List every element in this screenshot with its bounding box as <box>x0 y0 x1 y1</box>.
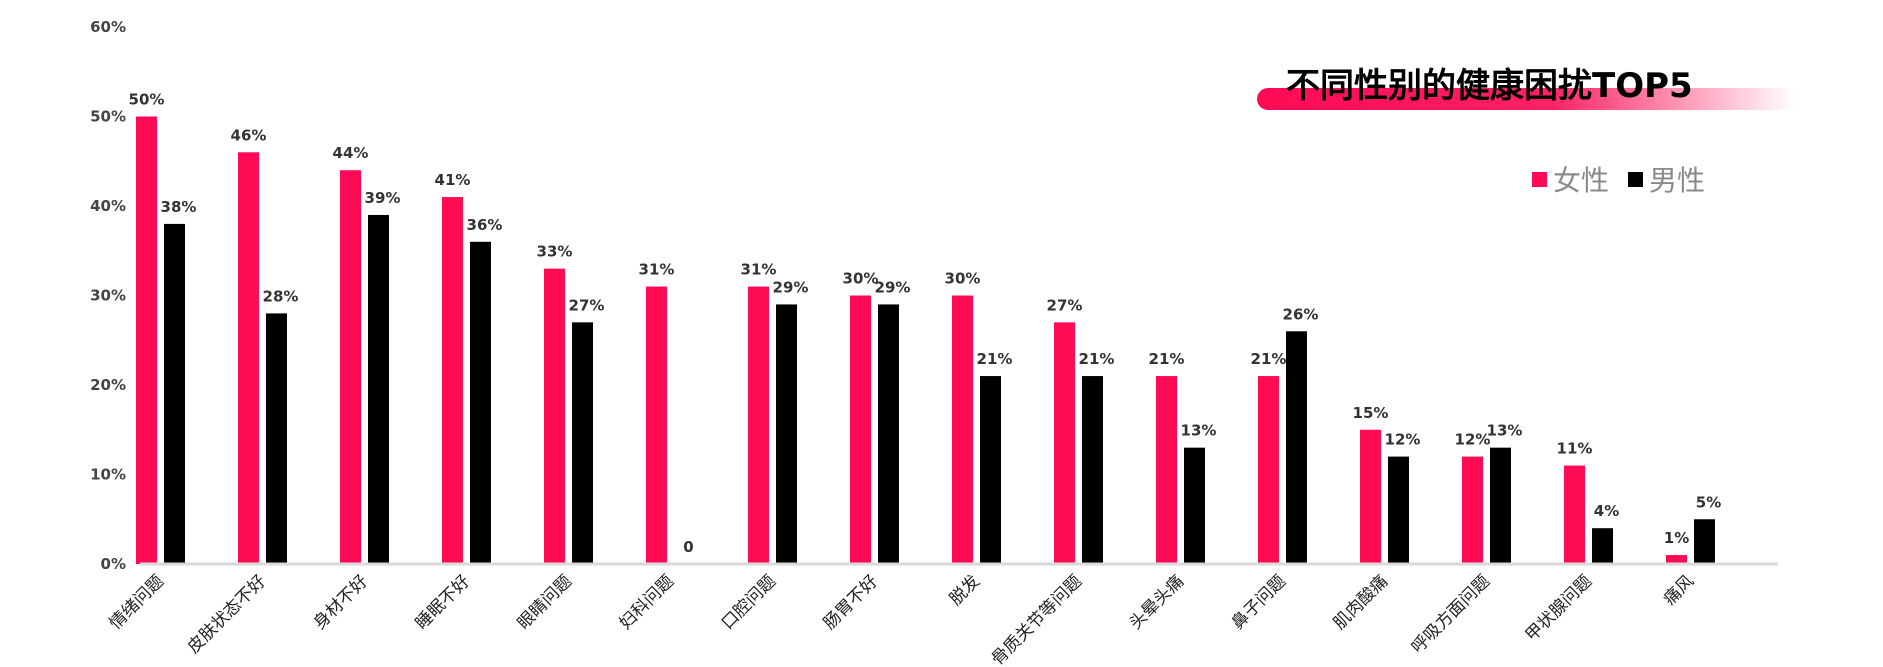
bar-male <box>776 304 797 564</box>
bar-value-label: 1% <box>1664 529 1689 547</box>
x-category-label: 鼻子问题 <box>1228 571 1290 633</box>
bar-value-label: 41% <box>435 171 471 189</box>
y-tick-label: 60% <box>90 18 126 36</box>
bar-female <box>1360 429 1381 564</box>
bar-value-label: 13% <box>1487 422 1523 440</box>
bar-value-label: 13% <box>1181 422 1217 440</box>
bar-value-label: 21% <box>977 350 1013 368</box>
bar-female <box>1462 456 1483 564</box>
y-tick-label: 40% <box>90 197 126 215</box>
bar-male <box>1694 519 1715 564</box>
bars-group <box>136 116 1715 565</box>
x-category-label: 皮肤状态不好 <box>184 571 270 657</box>
x-category-label: 骨质关节等问题 <box>988 571 1086 667</box>
y-tick-label: 0% <box>101 555 126 573</box>
bar-male <box>1082 376 1103 564</box>
bar-value-label: 28% <box>263 287 299 305</box>
title-highlight-bar <box>1257 88 1795 110</box>
bar-male <box>1490 447 1511 564</box>
y-tick-label: 30% <box>90 287 126 305</box>
bar-value-label: 39% <box>365 189 401 207</box>
x-category-label: 肠胃不好 <box>820 571 882 633</box>
bar-value-label: 5% <box>1696 493 1721 511</box>
bar-value-label: 15% <box>1353 404 1389 422</box>
bar-male <box>368 214 389 564</box>
bar-value-label: 29% <box>773 278 809 296</box>
value-labels-group: 50%38%46%28%44%39%41%36%33%27%31%031%29%… <box>129 91 1722 557</box>
bar-value-label: 27% <box>1047 296 1083 314</box>
bar-value-label: 21% <box>1251 350 1287 368</box>
bar-value-label: 11% <box>1557 440 1593 458</box>
y-tick-label: 50% <box>90 108 126 126</box>
bar-male <box>1388 456 1409 564</box>
bar-value-label: 38% <box>161 198 197 216</box>
bar-value-label: 0 <box>683 538 693 556</box>
x-category-label: 眼睛问题 <box>514 571 576 633</box>
x-category-label: 妇科问题 <box>616 571 678 633</box>
bar-female <box>442 197 463 565</box>
bar-male <box>1184 447 1205 564</box>
bar-value-label: 27% <box>569 296 605 314</box>
bar-value-label: 31% <box>741 261 777 279</box>
bar-male <box>980 376 1001 564</box>
legend-swatch-male <box>1628 172 1643 187</box>
bar-value-label: 12% <box>1385 431 1421 449</box>
bar-female <box>850 295 871 564</box>
bar-female <box>646 286 667 564</box>
bar-female <box>544 268 565 564</box>
bar-value-label: 46% <box>231 126 267 144</box>
bar-female <box>748 286 769 564</box>
x-category-label: 痛风 <box>1660 571 1698 609</box>
bar-male <box>878 304 899 564</box>
bar-value-label: 33% <box>537 243 573 261</box>
bar-value-label: 4% <box>1594 502 1619 520</box>
x-category-label: 肌肉酸痛 <box>1330 571 1392 633</box>
x-category-label: 头晕头痛 <box>1126 571 1188 633</box>
x-category-label: 脱发 <box>946 571 984 609</box>
bar-value-label: 21% <box>1149 350 1185 368</box>
bar-female <box>1666 555 1687 564</box>
bar-value-label: 50% <box>129 91 165 109</box>
chart-title-group: 不同性别的健康困扰TOP5 <box>1257 66 1795 110</box>
bar-value-label: 31% <box>639 261 675 279</box>
y-axis: 0% 10% 20% 30% 40% 50% 60% <box>90 18 126 573</box>
x-category-label: 口腔问题 <box>718 571 780 633</box>
legend-label-male: 男性 <box>1649 164 1705 197</box>
bar-male <box>164 223 185 564</box>
bar-female <box>1258 376 1279 564</box>
bar-value-label: 36% <box>467 216 503 234</box>
bar-female <box>238 152 259 565</box>
y-tick-label: 20% <box>90 376 126 394</box>
bar-value-label: 29% <box>875 278 911 296</box>
bar-female <box>1564 465 1585 564</box>
bar-female <box>1156 376 1177 564</box>
bar-male <box>1286 331 1307 564</box>
bar-female <box>136 116 157 564</box>
x-category-label: 睡眠不好 <box>412 571 474 633</box>
bar-male <box>470 241 491 565</box>
x-category-label: 甲状腺问题 <box>1522 571 1596 645</box>
x-category-label: 身材不好 <box>310 571 372 633</box>
x-category-label: 呼吸方面问题 <box>1408 571 1494 657</box>
bar-male <box>266 313 287 564</box>
bar-male <box>572 322 593 564</box>
bar-female <box>340 170 361 564</box>
x-category-label: 情绪问题 <box>106 571 168 633</box>
chart-title: 不同性别的健康困扰TOP5 <box>1286 66 1693 106</box>
bar-female <box>952 295 973 564</box>
bar-value-label: 30% <box>945 270 981 288</box>
bar-female <box>1054 322 1075 564</box>
bar-value-label: 12% <box>1455 431 1491 449</box>
legend: 女性 男性 <box>1532 164 1705 197</box>
x-axis-category-labels: 情绪问题 皮肤状态不好 身材不好 睡眠不好 眼睛问题 妇科问题 口腔问题 肠胃不好 脱发 骨质关节… <box>106 571 1698 667</box>
bar-value-label: 30% <box>843 270 879 288</box>
bar-value-label: 44% <box>333 144 369 162</box>
legend-label-female: 女性 <box>1553 164 1609 197</box>
bar-value-label: 21% <box>1079 350 1115 368</box>
y-tick-label: 10% <box>90 466 126 484</box>
bar-value-label: 26% <box>1283 305 1319 323</box>
bar-male <box>1592 528 1613 564</box>
legend-swatch-female <box>1532 172 1547 187</box>
